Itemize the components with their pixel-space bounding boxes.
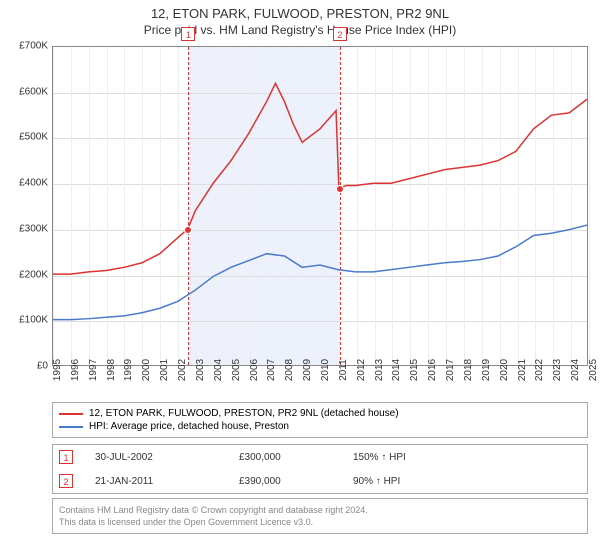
sale-price-1: £300,000 [239, 452, 349, 463]
xtick-label: 2017 [445, 359, 456, 381]
sale-price-2: £390,000 [239, 476, 349, 487]
sale-dot-1 [184, 226, 192, 234]
legend-swatch-price [59, 413, 83, 415]
xtick-label: 2006 [249, 359, 260, 381]
xtick-label: 2018 [463, 359, 474, 381]
ytick-label: £500K [0, 132, 48, 143]
attribution-line2: This data is licensed under the Open Gov… [59, 516, 581, 528]
line-hpi [53, 225, 587, 320]
sale-date-1: 30-JUL-2002 [95, 452, 235, 463]
ytick-label: £100K [0, 315, 48, 326]
ytick-label: £600K [0, 86, 48, 97]
legend-label-price: 12, ETON PARK, FULWOOD, PRESTON, PR2 9NL… [89, 408, 399, 419]
xtick-label: 1995 [52, 359, 63, 381]
xtick-label: 2001 [159, 359, 170, 381]
legend: 12, ETON PARK, FULWOOD, PRESTON, PR2 9NL… [52, 402, 588, 438]
xtick-label: 2009 [302, 359, 313, 381]
xtick-label: 2025 [588, 359, 599, 381]
xtick-label: 2020 [499, 359, 510, 381]
chart-plot-area: 12 [52, 46, 588, 366]
sale-row-1: 1 30-JUL-2002 £300,000 150% ↑ HPI [53, 445, 587, 469]
line-price-paid [53, 83, 587, 274]
xtick-label: 2002 [177, 359, 188, 381]
xtick-label: 2023 [552, 359, 563, 381]
xtick-label: 2004 [213, 359, 224, 381]
xtick-label: 2016 [427, 359, 438, 381]
ytick-label: £200K [0, 269, 48, 280]
xtick-label: 2003 [195, 359, 206, 381]
xtick-label: 1998 [106, 359, 117, 381]
sale-row-2: 2 21-JAN-2011 £390,000 90% ↑ HPI [53, 469, 587, 493]
ytick-label: £300K [0, 223, 48, 234]
xtick-label: 2007 [266, 359, 277, 381]
ytick-label: £0 [0, 361, 48, 372]
legend-label-hpi: HPI: Average price, detached house, Pres… [89, 421, 289, 432]
chart-subtitle: Price paid vs. HM Land Registry's House … [0, 23, 600, 37]
sale-hpi-2: 90% ↑ HPI [353, 476, 473, 487]
sale-marker-box-2: 2 [333, 27, 347, 41]
xtick-label: 2008 [284, 359, 295, 381]
legend-item-price: 12, ETON PARK, FULWOOD, PRESTON, PR2 9NL… [59, 407, 581, 420]
xtick-label: 2024 [570, 359, 581, 381]
xtick-label: 2005 [231, 359, 242, 381]
legend-swatch-hpi [59, 426, 83, 428]
series-svg [53, 47, 587, 365]
xtick-label: 2013 [374, 359, 385, 381]
xtick-label: 1999 [123, 359, 134, 381]
ytick-label: £400K [0, 178, 48, 189]
attribution-line1: Contains HM Land Registry data © Crown c… [59, 504, 581, 516]
sale-marker-box-1: 1 [181, 27, 195, 41]
attribution: Contains HM Land Registry data © Crown c… [52, 498, 588, 534]
xtick-label: 1996 [70, 359, 81, 381]
xtick-label: 2012 [356, 359, 367, 381]
xtick-label: 2015 [409, 359, 420, 381]
ytick-label: £700K [0, 41, 48, 52]
sale-date-2: 21-JAN-2011 [95, 476, 235, 487]
xtick-label: 2022 [534, 359, 545, 381]
xtick-label: 2000 [141, 359, 152, 381]
legend-item-hpi: HPI: Average price, detached house, Pres… [59, 420, 581, 433]
chart-title: 12, ETON PARK, FULWOOD, PRESTON, PR2 9NL [0, 6, 600, 21]
xtick-label: 2019 [481, 359, 492, 381]
xtick-label: 1997 [88, 359, 99, 381]
chart-titles: 12, ETON PARK, FULWOOD, PRESTON, PR2 9NL… [0, 0, 600, 39]
xtick-label: 2010 [320, 359, 331, 381]
sale-marker-1: 1 [59, 450, 73, 464]
sales-table: 1 30-JUL-2002 £300,000 150% ↑ HPI 2 21-J… [52, 444, 588, 494]
xtick-label: 2014 [391, 359, 402, 381]
sale-hpi-1: 150% ↑ HPI [353, 452, 473, 463]
xtick-label: 2011 [338, 359, 349, 381]
sale-dot-2 [336, 185, 344, 193]
xtick-label: 2021 [517, 359, 528, 381]
sale-marker-2: 2 [59, 474, 73, 488]
